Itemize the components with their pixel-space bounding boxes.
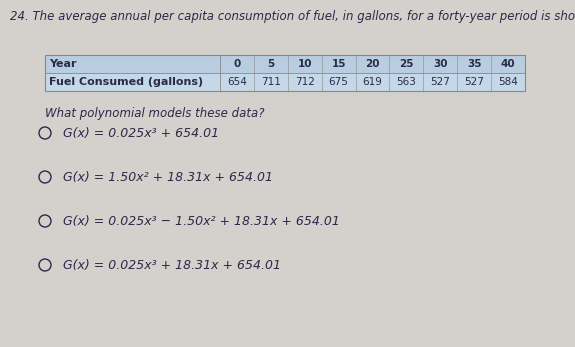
Text: 35: 35 bbox=[467, 59, 481, 69]
Text: 20: 20 bbox=[365, 59, 380, 69]
Text: G(x) = 0.025x³ + 18.31x + 654.01: G(x) = 0.025x³ + 18.31x + 654.01 bbox=[63, 259, 281, 271]
Text: 25: 25 bbox=[399, 59, 413, 69]
Text: 15: 15 bbox=[331, 59, 346, 69]
Text: 584: 584 bbox=[498, 77, 518, 87]
Bar bbox=[45, 55, 525, 73]
Text: 619: 619 bbox=[363, 77, 382, 87]
Text: Fuel Consumed (gallons): Fuel Consumed (gallons) bbox=[49, 77, 203, 87]
Text: 711: 711 bbox=[261, 77, 281, 87]
Text: 40: 40 bbox=[501, 59, 515, 69]
Bar bbox=[45, 55, 525, 91]
Text: G(x) = 0.025x³ + 654.01: G(x) = 0.025x³ + 654.01 bbox=[63, 127, 219, 139]
Text: 527: 527 bbox=[430, 77, 450, 87]
Text: 0: 0 bbox=[233, 59, 240, 69]
Text: 30: 30 bbox=[433, 59, 447, 69]
Text: 10: 10 bbox=[297, 59, 312, 69]
Text: 563: 563 bbox=[396, 77, 416, 87]
Text: 24. The average annual per capita consumption of fuel, in gallons, for a forty-y: 24. The average annual per capita consum… bbox=[10, 10, 575, 23]
Text: 527: 527 bbox=[464, 77, 484, 87]
Text: 712: 712 bbox=[295, 77, 315, 87]
Text: What polynomial models these data?: What polynomial models these data? bbox=[45, 107, 264, 120]
Text: G(x) = 0.025x³ − 1.50x² + 18.31x + 654.01: G(x) = 0.025x³ − 1.50x² + 18.31x + 654.0… bbox=[63, 214, 340, 228]
Bar bbox=[45, 73, 525, 91]
Text: 654: 654 bbox=[227, 77, 247, 87]
Text: Year: Year bbox=[49, 59, 76, 69]
Text: G(x) = 1.50x² + 18.31x + 654.01: G(x) = 1.50x² + 18.31x + 654.01 bbox=[63, 170, 273, 184]
Text: 5: 5 bbox=[267, 59, 274, 69]
Text: 675: 675 bbox=[329, 77, 348, 87]
